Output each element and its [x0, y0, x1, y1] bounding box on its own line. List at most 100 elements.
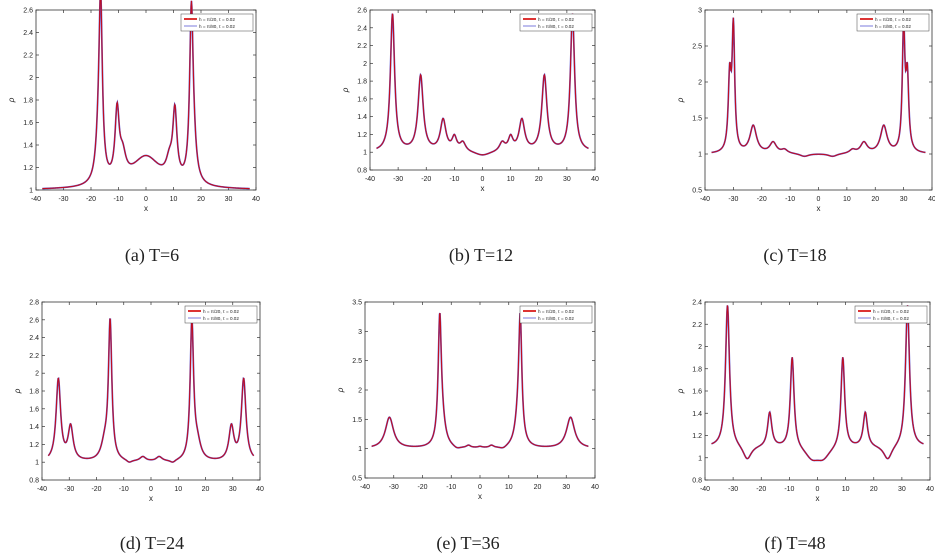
x-tick-label: -40 [37, 486, 47, 493]
x-axis-label: x [478, 492, 482, 501]
plot-frame [369, 9, 596, 171]
legend-box [856, 13, 930, 32]
x-tick-label: 30 [898, 486, 906, 493]
x-tick-label: 20 [535, 176, 543, 183]
x-tick-label: 10 [507, 176, 515, 183]
legend-entry: h = π/20, τ = 0.02 [203, 309, 239, 314]
x-tick-label: 40 [591, 484, 599, 491]
x-tick-label: 10 [843, 196, 851, 203]
series-line-h-pi-80 [376, 13, 589, 156]
y-tick-label: 2.2 [692, 322, 702, 329]
y-tick-label: 1.2 [29, 442, 39, 449]
y-tick-label: 2.4 [29, 335, 39, 342]
x-axis-label: x [149, 494, 153, 503]
x-tick-label: -10 [449, 176, 459, 183]
legend-box [184, 305, 258, 324]
y-tick-label: 1.6 [29, 406, 39, 413]
y-tick-label: 1 [358, 446, 362, 453]
x-axis-label: x [144, 204, 148, 213]
y-tick-label: 2 [358, 388, 362, 395]
caption-d: (d) T=24 [119, 533, 185, 553]
y-tick-label: 1 [363, 150, 367, 157]
x-tick-label: 30 [563, 176, 571, 183]
x-tick-label: 30 [229, 486, 237, 493]
chart-f: -40 -30 -20 -10 0 10 20 30 40 0.8 1 1.2 1.4 1.6 1.8 2 2.… [676, 300, 934, 504]
legend-entry: h = π/20, τ = 0.02 [538, 309, 574, 314]
plot-frame [704, 301, 931, 481]
x-axis-label: x [816, 494, 820, 503]
x-tick-label: -40 [700, 196, 710, 203]
y-tick-label: 1.6 [692, 389, 702, 396]
plot-frame [41, 301, 261, 481]
y-tick-label: 1.2 [23, 165, 33, 172]
y-tick-label: 2.4 [692, 300, 702, 307]
y-tick-label: 0.5 [352, 476, 362, 483]
legend-box [519, 13, 593, 32]
y-axis-label: ρ [676, 388, 685, 394]
x-tick-label: -30 [728, 486, 738, 493]
x-tick-label: -20 [756, 486, 766, 493]
y-tick-label: 1 [698, 455, 702, 462]
y-tick-label: 2 [698, 344, 702, 351]
y-tick-label: 1.5 [352, 417, 362, 424]
y-axis-label: ρ [13, 388, 22, 394]
legend-box [180, 13, 254, 32]
x-tick-label: 0 [478, 484, 482, 491]
x-tick-label: 40 [591, 176, 599, 183]
x-tick-label: -20 [417, 484, 427, 491]
y-tick-label: 1 [29, 188, 33, 195]
legend-entry: h = π/20, τ = 0.02 [199, 17, 235, 22]
x-tick-label: 40 [928, 196, 935, 203]
legend-entry: h = π/80, τ = 0.02 [873, 316, 909, 321]
y-tick-label: 0.8 [29, 478, 39, 485]
x-tick-label: -20 [86, 196, 96, 203]
y-tick-label: 1.8 [357, 79, 367, 86]
x-tick-label: 20 [534, 484, 542, 491]
x-tick-label: 10 [174, 486, 182, 493]
y-axis-label: ρ [341, 87, 350, 93]
caption-e: (e) T=36 [436, 533, 500, 553]
x-tick-label: -30 [58, 196, 68, 203]
y-tick-label: 2 [363, 61, 367, 68]
series-line-h-pi-80 [371, 312, 589, 449]
y-axis-label: ρ [7, 97, 16, 103]
x-tick-label: 0 [149, 486, 153, 493]
x-tick-label: 0 [816, 486, 820, 493]
x-tick-label: 20 [871, 196, 879, 203]
legend-entry: h = π/20, τ = 0.02 [873, 309, 909, 314]
y-axis-label: ρ [676, 97, 685, 103]
y-axis-label: ρ [336, 387, 345, 393]
x-tick-label: 20 [197, 196, 205, 203]
x-tick-label: -40 [700, 486, 710, 493]
y-tick-label: 3.5 [352, 300, 362, 307]
x-tick-label: 20 [870, 486, 878, 493]
x-tick-label: 10 [170, 196, 178, 203]
x-tick-label: 40 [256, 486, 264, 493]
x-tick-label: 40 [252, 196, 260, 203]
x-tick-label: -40 [31, 196, 41, 203]
y-tick-label: 2.2 [29, 353, 39, 360]
legend-box [854, 305, 928, 324]
plot-frame [364, 301, 596, 479]
x-tick-label: 30 [900, 196, 908, 203]
y-tick-label: 1.8 [29, 389, 39, 396]
y-tick-label: 2.4 [23, 30, 33, 37]
series-line-h-pi-80 [711, 305, 924, 462]
x-tick-label: -20 [421, 176, 431, 183]
x-tick-label: -40 [365, 176, 375, 183]
y-tick-label: 2 [35, 371, 39, 378]
y-tick-label: 2.4 [357, 25, 367, 32]
x-tick-label: 10 [842, 486, 850, 493]
series-line-h-pi-20 [376, 13, 589, 156]
y-tick-label: 1 [35, 460, 39, 467]
caption-c: (c) T=18 [763, 245, 827, 265]
x-tick-label: -30 [728, 196, 738, 203]
legend-entry: h = π/20, τ = 0.02 [875, 17, 911, 22]
x-tick-label: -30 [389, 484, 399, 491]
x-tick-label: 30 [225, 196, 233, 203]
chart-b: -40 -30 -20 -10 0 10 20 30 40 0.8 1 1.2 1.4 1.6 1.8 2 2.… [341, 8, 599, 194]
x-tick-label: 0 [144, 196, 148, 203]
series-line-h-pi-80 [711, 17, 926, 158]
legend-entry: h = π/20, τ = 0.02 [538, 17, 574, 22]
